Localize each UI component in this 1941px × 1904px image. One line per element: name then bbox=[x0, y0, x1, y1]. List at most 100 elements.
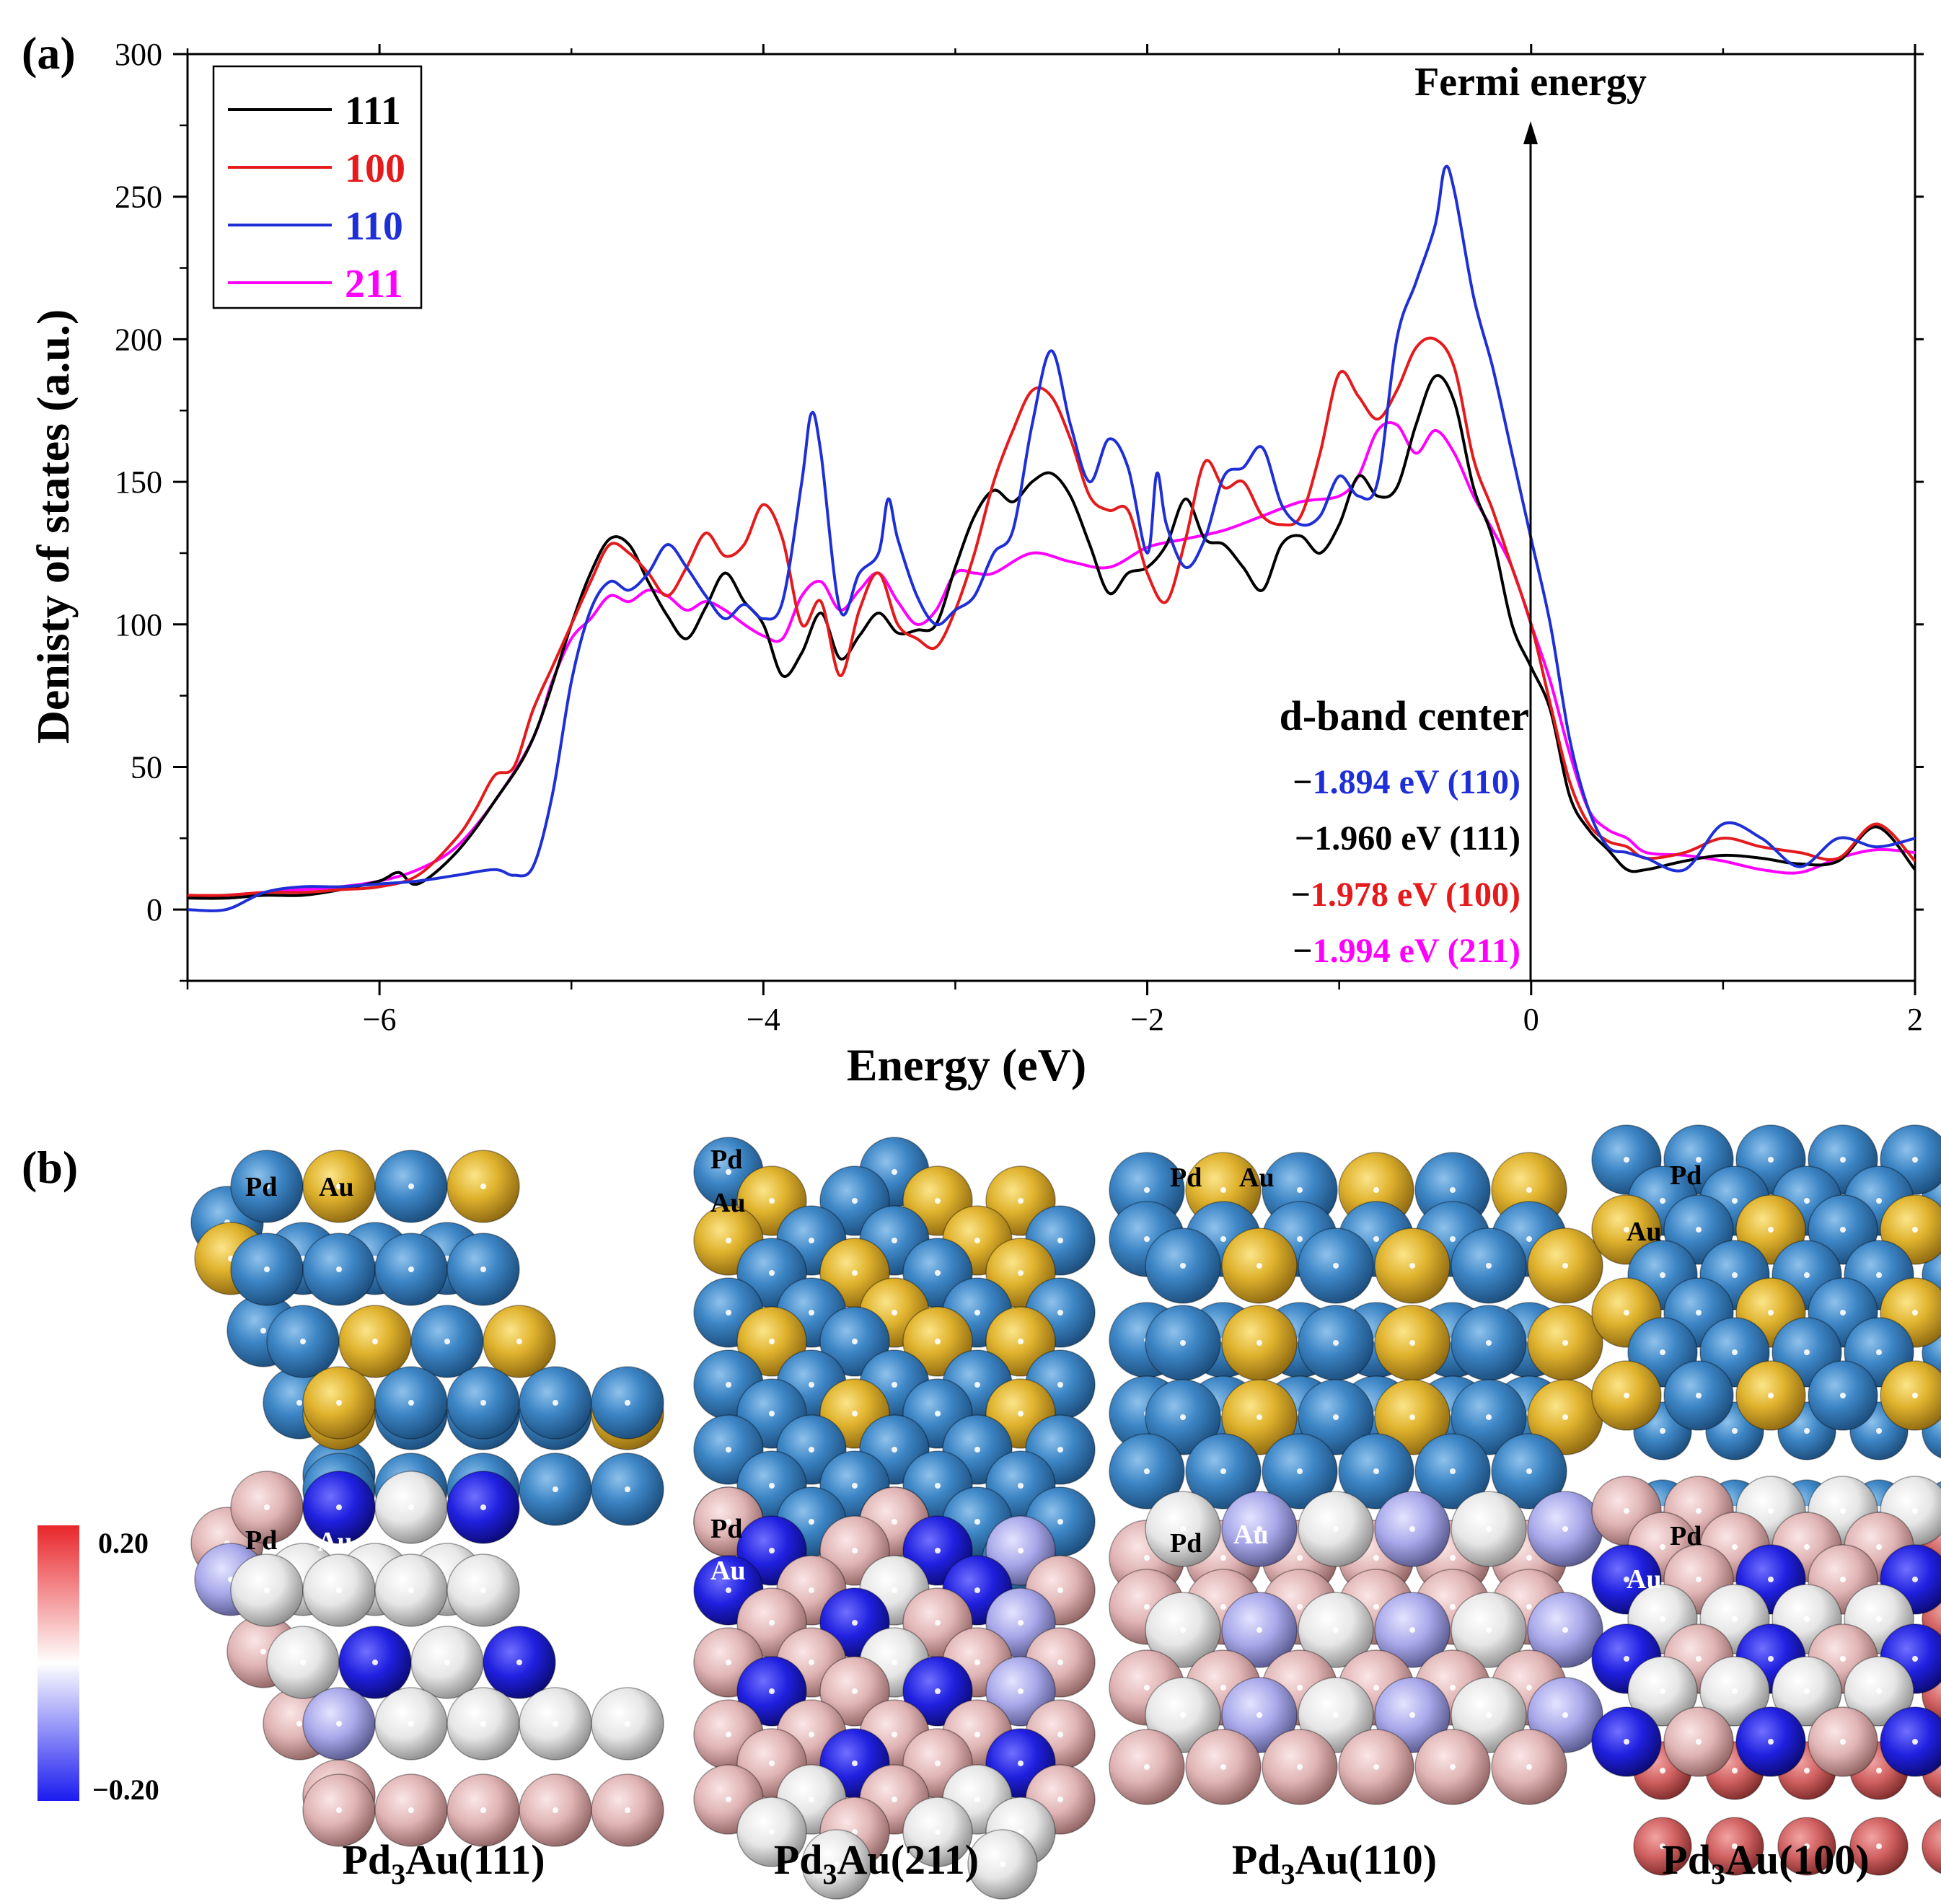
atom-highlight bbox=[516, 1339, 522, 1344]
atom-highlight bbox=[1450, 1468, 1456, 1474]
atom-highlight bbox=[480, 1504, 486, 1510]
atom-highlight bbox=[935, 1411, 941, 1416]
atom-highlight bbox=[1018, 1270, 1024, 1276]
atom-highlight bbox=[1562, 1414, 1568, 1420]
atom-highlight bbox=[1696, 1656, 1702, 1662]
atom-highlight bbox=[1256, 1263, 1262, 1269]
atom-highlight bbox=[1624, 1393, 1629, 1398]
surface-captions: Pd3Au(111) Pd3Au(211) Pd3Au(110) Pd3Au(100) bbox=[342, 1836, 1869, 1890]
y-tick-label: 300 bbox=[115, 37, 162, 72]
atom-label-au: Au bbox=[319, 1172, 354, 1202]
atom-highlight bbox=[1804, 1544, 1810, 1550]
atom-highlight bbox=[1057, 1382, 1063, 1388]
atom-highlight bbox=[1660, 1688, 1665, 1694]
atom-highlight bbox=[852, 1411, 858, 1416]
atom-highlight bbox=[264, 1587, 270, 1593]
atom-highlight bbox=[1768, 1739, 1774, 1745]
atom-highlight bbox=[1732, 1688, 1738, 1694]
series-line-211 bbox=[188, 421, 1915, 900]
surface-caption-211: Pd3Au(211) bbox=[774, 1836, 979, 1890]
atom-highlight bbox=[1804, 1349, 1810, 1355]
atom-highlight bbox=[1256, 1526, 1262, 1532]
atom-highlight bbox=[1018, 1483, 1024, 1489]
atom-highlight bbox=[1526, 1555, 1532, 1561]
atom-highlight bbox=[553, 1721, 558, 1727]
atom-highlight bbox=[935, 1760, 941, 1766]
atom-highlight bbox=[935, 1483, 941, 1489]
dos-chart: −6 −4 −2 0 2 0 50 100 150 200 250 300 Fermi energy… bbox=[27, 37, 1924, 1090]
plot-frame bbox=[186, 53, 1916, 982]
atom-sphere bbox=[1922, 1818, 1941, 1874]
atom-highlight bbox=[1768, 1656, 1774, 1662]
atom-highlight bbox=[1660, 1428, 1665, 1434]
atom-highlight bbox=[1144, 1764, 1150, 1770]
y-tick-label: 100 bbox=[115, 607, 162, 643]
atom-highlight bbox=[1256, 1414, 1262, 1420]
atom-highlight bbox=[1220, 1187, 1226, 1193]
surface-structures: Pd Au Pd Au Pd Au Pd Au Pd Au Pd Au Pd Au Pd Au bbox=[190, 1124, 1941, 1900]
atom-highlight bbox=[852, 1620, 858, 1626]
atom-highlight bbox=[935, 1339, 941, 1344]
atom-highlight bbox=[1696, 1227, 1702, 1233]
atom-highlight bbox=[1018, 1198, 1024, 1204]
panel-a-label: (a) bbox=[22, 27, 76, 79]
x-axis-title: Energy (eV) bbox=[847, 1039, 1086, 1090]
atom-highlight bbox=[1732, 1616, 1738, 1622]
structure-211-charge: Pd Au bbox=[693, 1486, 1096, 1900]
atom-highlight bbox=[1450, 1604, 1456, 1610]
atom-highlight bbox=[1333, 1526, 1339, 1532]
atom-label-pd: Pd bbox=[1670, 1521, 1702, 1551]
atom-highlight bbox=[1912, 1157, 1918, 1163]
atom-highlight bbox=[480, 1807, 486, 1813]
atom-highlight bbox=[1450, 1187, 1456, 1193]
atom-highlight bbox=[935, 1620, 941, 1626]
dband-value-0: −1.894 eV (110) bbox=[1293, 763, 1520, 801]
atom-highlight bbox=[1220, 1685, 1226, 1691]
atom-highlight bbox=[1333, 1414, 1339, 1420]
atom-highlight bbox=[1180, 1712, 1186, 1718]
atom-highlight bbox=[974, 1382, 980, 1388]
atom-highlight bbox=[1732, 1544, 1738, 1550]
atom-highlight bbox=[336, 1807, 342, 1813]
atom-highlight bbox=[892, 1797, 897, 1802]
atom-highlight bbox=[1333, 1627, 1339, 1633]
atom-highlight bbox=[892, 1310, 897, 1315]
atom-highlight bbox=[1373, 1468, 1379, 1474]
atom-highlight bbox=[1057, 1797, 1063, 1802]
atom-highlight bbox=[264, 1184, 270, 1189]
atom-highlight bbox=[974, 1447, 980, 1453]
atom-highlight bbox=[1057, 1587, 1063, 1593]
atom-highlight bbox=[1804, 1198, 1810, 1204]
atom-highlight bbox=[1256, 1627, 1262, 1633]
atom-highlight bbox=[1624, 1227, 1629, 1233]
atom-highlight bbox=[726, 1797, 731, 1802]
atom-highlight bbox=[625, 1486, 630, 1492]
atom-highlight bbox=[1660, 1544, 1665, 1550]
atom-highlight bbox=[1018, 1760, 1024, 1766]
atom-sphere bbox=[1880, 1706, 1941, 1777]
atom-highlight bbox=[1624, 1656, 1629, 1662]
x-tick-label: −2 bbox=[1130, 1002, 1164, 1037]
dband-values: −1.894 eV (110) −1.960 eV (111) −1.978 eV … bbox=[1291, 763, 1520, 970]
atom-highlight bbox=[480, 1587, 486, 1593]
x-tick-label: 0 bbox=[1523, 1002, 1539, 1037]
atom-highlight bbox=[1373, 1764, 1379, 1770]
atom-highlight bbox=[809, 1519, 814, 1525]
atom-highlight bbox=[1876, 1349, 1882, 1355]
atom-highlight bbox=[260, 1649, 266, 1654]
atom-label-pd: Pd bbox=[245, 1525, 277, 1556]
atom-highlight bbox=[1660, 1616, 1665, 1622]
atom-highlight bbox=[1876, 1843, 1882, 1849]
atom-highlight bbox=[1562, 1526, 1568, 1532]
atom-highlight bbox=[1018, 1829, 1024, 1835]
structure-211-top: Pd Au bbox=[693, 1137, 1096, 1595]
atom-highlight bbox=[372, 1339, 378, 1344]
atom-highlight bbox=[1144, 1555, 1150, 1561]
atom-highlight bbox=[516, 1660, 522, 1665]
atom-highlight bbox=[769, 1411, 775, 1416]
atom-highlight bbox=[1696, 1157, 1702, 1163]
fermi-energy-label: Fermi energy bbox=[1414, 60, 1647, 105]
atom-highlight bbox=[1333, 1340, 1339, 1346]
atom-highlight bbox=[296, 1721, 302, 1727]
atom-highlight bbox=[1660, 1768, 1665, 1773]
